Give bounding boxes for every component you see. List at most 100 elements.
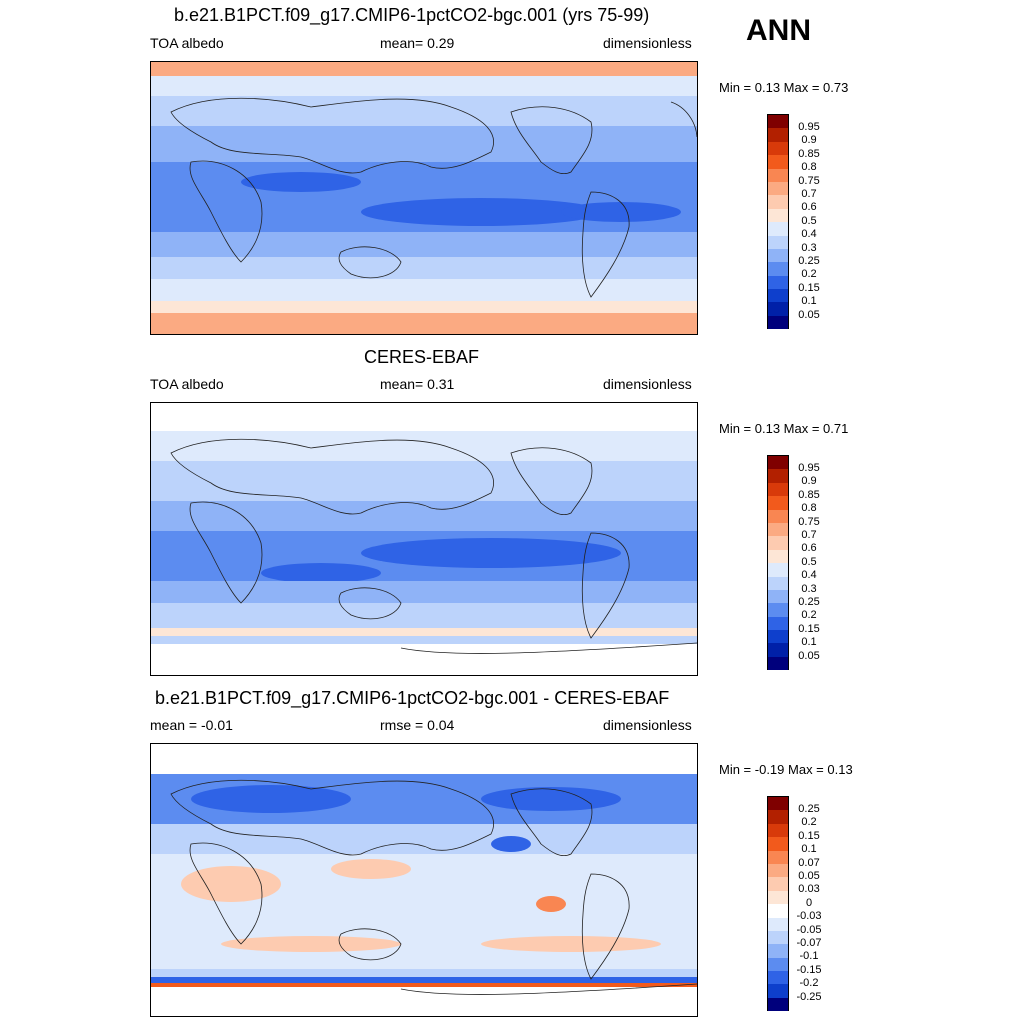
colorbar-swatch [768, 971, 788, 985]
colorbar-tick-label: 0.25 [798, 255, 820, 267]
panel-1-title: b.e21.B1PCT.f09_g17.CMIP6-1pctCO2-bgc.00… [174, 5, 650, 25]
colorbar-swatch [768, 128, 788, 142]
colorbar-tick-label: 0.25 [798, 803, 820, 815]
panel-1-map-field [151, 62, 697, 334]
colorbar-swatch [768, 603, 788, 617]
colorbar-swatch [768, 877, 788, 891]
colorbar-swatch [768, 509, 788, 523]
colorbar-tick-label: 0.75 [798, 175, 820, 187]
colorbar-swatch [768, 115, 788, 129]
panel-3-colorbar [767, 796, 789, 1012]
panel-3-units: dimensionless [603, 717, 692, 733]
colorbar-swatch [768, 837, 788, 851]
colorbar-tick-label: 0.05 [798, 870, 820, 882]
colorbar-tick-label: 0.9 [801, 134, 817, 146]
colorbar-tick-label: 0.5 [801, 215, 817, 227]
colorbar-swatch [768, 262, 788, 276]
colorbar-tick-label: 0.2 [801, 268, 817, 280]
colorbar-tick-label: 0.7 [801, 529, 817, 541]
colorbar-swatch [768, 616, 788, 631]
panel-2-mean: mean= 0.31 [380, 376, 455, 392]
colorbar-tick-label: 0.05 [798, 650, 820, 662]
colorbar-swatch [768, 863, 788, 878]
colorbar-tick-label: 0.25 [798, 596, 820, 608]
colorbar-swatch [768, 589, 788, 604]
colorbar-swatch [768, 576, 788, 590]
colorbar-tick-label: -0.2 [799, 977, 819, 989]
panel-1-map [150, 61, 698, 335]
panel-1-mean: mean= 0.29 [380, 35, 455, 51]
colorbar-tick-label: 0.6 [801, 542, 817, 554]
panel-2-colorbar [767, 455, 789, 671]
colorbar-tick-label: 0.9 [801, 475, 817, 487]
colorbar-swatch [768, 195, 788, 209]
colorbar-swatch [768, 469, 788, 483]
colorbar-swatch [768, 168, 788, 182]
colorbar-swatch [768, 810, 788, 824]
colorbar-tick-label: 0.15 [798, 282, 820, 294]
colorbar-tick-label: 0.7 [801, 188, 817, 200]
panel-1-colorbar [767, 114, 789, 330]
colorbar-swatch [768, 563, 788, 577]
colorbar-swatch [768, 248, 788, 263]
colorbar-swatch [768, 141, 788, 156]
colorbar-tick-label: 0.15 [798, 830, 820, 842]
panel-2-variable: TOA albedo [150, 376, 224, 392]
colorbar-swatch [768, 275, 788, 290]
panel-1-units: dimensionless [603, 35, 692, 51]
colorbar-swatch [768, 456, 788, 470]
colorbar-swatch [768, 181, 788, 196]
colorbar-tick-label: 0.3 [801, 242, 817, 254]
panel-3-mean: mean = -0.01 [150, 717, 233, 733]
colorbar-swatch [768, 482, 788, 497]
colorbar-tick-label: 0.4 [801, 228, 817, 240]
colorbar-swatch [768, 930, 788, 945]
colorbar-swatch [768, 957, 788, 972]
panel-1-variable: TOA albedo [150, 35, 224, 51]
colorbar-tick-label: -0.1 [799, 950, 819, 962]
colorbar-swatch [768, 917, 788, 931]
colorbar-tick-label: 0.8 [801, 502, 817, 514]
panel-2-units: dimensionless [603, 376, 692, 392]
colorbar-swatch [768, 155, 788, 169]
colorbar-swatch [768, 522, 788, 537]
panel-2-map [150, 402, 698, 676]
colorbar-swatch [768, 944, 788, 958]
colorbar-swatch [768, 797, 788, 811]
colorbar-tick-label: 0 [805, 897, 813, 909]
panel-2-minmax: Min = 0.13 Max = 0.71 [719, 421, 849, 436]
panel-3-rmse: rmse = 0.04 [380, 717, 455, 733]
colorbar-swatch [768, 850, 788, 864]
colorbar-swatch [768, 997, 788, 1012]
colorbar-tick-label: 0.95 [798, 121, 820, 133]
colorbar-tick-label: -0.15 [796, 964, 822, 976]
colorbar-swatch [768, 643, 788, 657]
colorbar-tick-label: 0.1 [801, 636, 817, 648]
panel-3-title: b.e21.B1PCT.f09_g17.CMIP6-1pctCO2-bgc.00… [155, 688, 670, 708]
colorbar-tick-label: -0.25 [796, 991, 822, 1003]
colorbar-swatch [768, 984, 788, 998]
colorbar-tick-label: 0.03 [798, 883, 820, 895]
colorbar-swatch [768, 890, 788, 905]
colorbar-tick-label: 0.2 [801, 816, 817, 828]
season-label: ANN [746, 14, 811, 47]
colorbar-tick-label: -0.05 [796, 924, 822, 936]
colorbar-tick-label: 0.3 [801, 583, 817, 595]
colorbar-swatch [768, 289, 788, 303]
colorbar-tick-label: 0.75 [798, 516, 820, 528]
colorbar-tick-label: 0.1 [801, 295, 817, 307]
colorbar-swatch [768, 208, 788, 223]
colorbar-swatch [768, 630, 788, 644]
colorbar-tick-label: -0.07 [796, 937, 822, 949]
colorbar-swatch [768, 235, 788, 249]
colorbar-tick-label: 0.85 [798, 148, 820, 160]
colorbar-tick-label: 0.4 [801, 569, 817, 581]
colorbar-swatch [768, 823, 788, 838]
colorbar-tick-label: 0.95 [798, 462, 820, 474]
panel-1-minmax: Min = 0.13 Max = 0.73 [719, 80, 849, 95]
colorbar-tick-label: 0.2 [801, 609, 817, 621]
panel-2-map-field [151, 403, 697, 675]
colorbar-swatch [768, 315, 788, 330]
panel-3-map [150, 743, 698, 1017]
colorbar-tick-label: 0.07 [798, 857, 820, 869]
